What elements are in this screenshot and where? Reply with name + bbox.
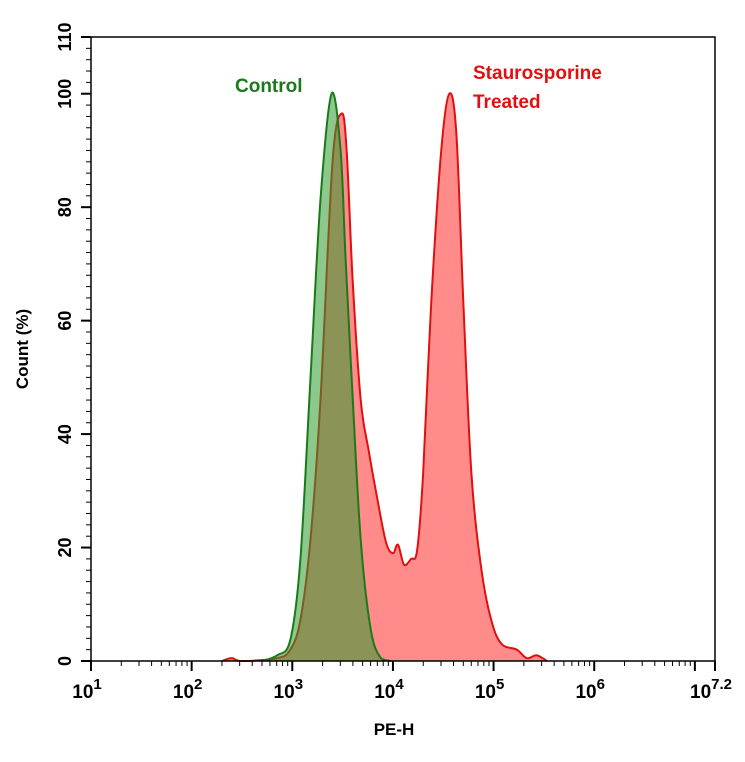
y-tick-label: 100 (55, 79, 75, 109)
x-tick-label: 103 (274, 676, 303, 703)
x-tick-label: 104 (374, 676, 404, 703)
axes-layer: 101 102 103 104 105 106 107.2 0 20 40 60 80 100 110 (55, 22, 732, 703)
y-tick-label: 40 (55, 424, 75, 444)
x-tick-label: 106 (575, 676, 604, 703)
x-tick-label: 102 (173, 676, 202, 703)
y-tick-label: 80 (55, 197, 75, 217)
plot-frame (90, 36, 716, 662)
series-layer (221, 91, 548, 663)
y-tick-label: 60 (55, 311, 75, 331)
legend-treated-line1: Staurosporine (473, 63, 602, 84)
x-tick-label: 105 (475, 676, 504, 703)
legend-treated-line2: Treated (473, 92, 541, 113)
y-tick-label: 0 (55, 656, 75, 666)
legend-control: Control (235, 76, 303, 97)
y-tick-label: 110 (55, 22, 75, 51)
series-fill-0 (221, 93, 547, 661)
x-tick-label: 107.2 (690, 676, 732, 703)
y-tick-label: 20 (55, 538, 75, 558)
series-line-1 (261, 91, 392, 662)
y-axis-title: Count (%) (13, 309, 32, 389)
x-tick-label: 101 (72, 676, 101, 703)
x-axis-title: PE-H (374, 720, 415, 739)
